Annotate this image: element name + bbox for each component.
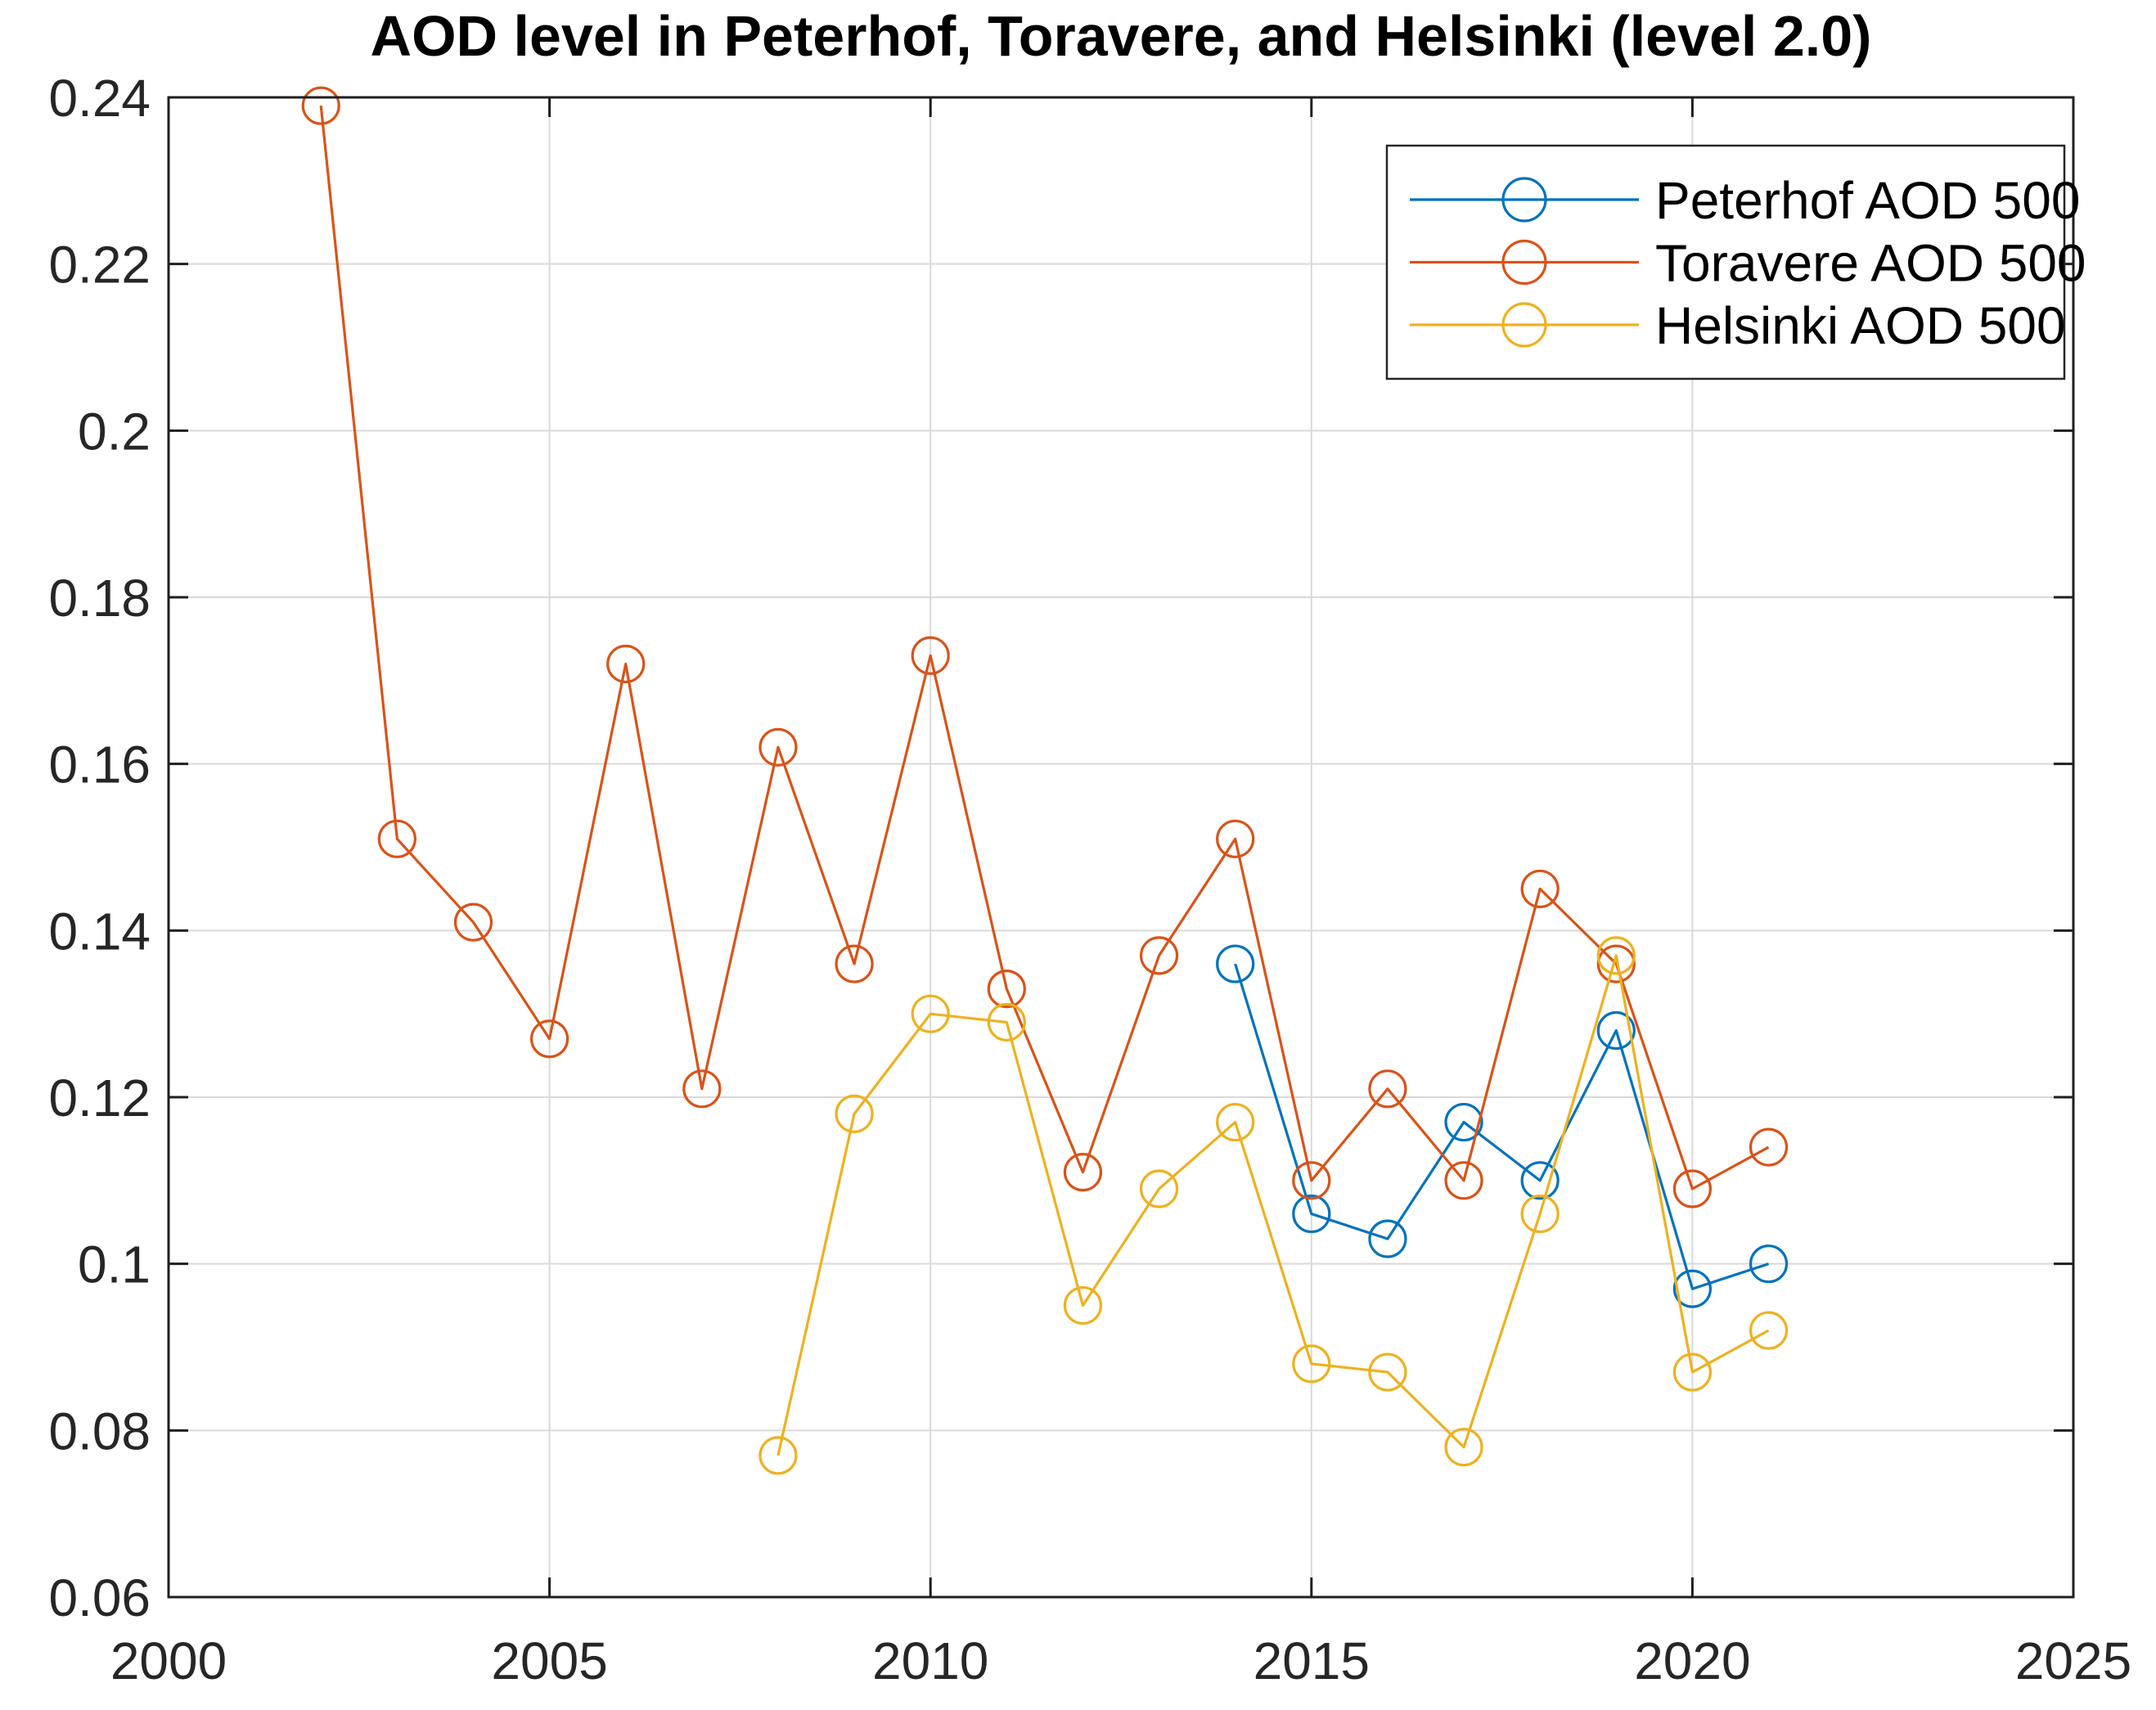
series-line-peterhof-aod-500	[1234, 963, 1770, 1290]
marker-helsinki-aod-500-2011	[987, 1002, 1026, 1042]
marker-toravere-aod-500-2016	[1368, 1069, 1407, 1109]
marker-toravere-aod-500-2014	[1216, 819, 1255, 858]
marker-peterhof-aod-500-2017	[1444, 1102, 1483, 1142]
legend-marker-helsinki-aod-500	[1501, 302, 1547, 348]
marker-toravere-aod-500-2008	[758, 727, 798, 767]
marker-toravere-aod-500-2017	[1444, 1161, 1483, 1200]
marker-toravere-aod-500-2015	[1292, 1161, 1331, 1200]
x-tick-label-2025: 2025	[2015, 1631, 2131, 1690]
marker-toravere-aod-500-2019	[1596, 944, 1636, 983]
marker-peterhof-aod-500-2015	[1292, 1194, 1331, 1234]
chart-title: AOD level in Peterhof, Toravere, and Hel…	[370, 4, 1872, 68]
marker-toravere-aod-500-2004	[453, 902, 493, 942]
marker-peterhof-aod-500-2021	[1749, 1244, 1789, 1284]
marker-helsinki-aod-500-2016	[1368, 1352, 1407, 1392]
marker-peterhof-aod-500-2014	[1216, 944, 1255, 983]
marker-helsinki-aod-500-2014	[1216, 1102, 1255, 1142]
marker-toravere-aod-500-2006	[606, 644, 646, 684]
marker-helsinki-aod-500-2020	[1672, 1352, 1712, 1392]
y-tick-label-0.24: 0.24	[48, 69, 151, 128]
y-tick-label-0.12: 0.12	[48, 1069, 151, 1127]
y-tick-label-0.14: 0.14	[48, 902, 151, 961]
x-tick-label-2005: 2005	[491, 1631, 607, 1690]
marker-helsinki-aod-500-2021	[1749, 1311, 1789, 1350]
marker-helsinki-aod-500-2018	[1520, 1194, 1560, 1234]
axes-box	[167, 96, 2075, 1599]
y-tick-label-0.2: 0.2	[78, 402, 151, 461]
marker-toravere-aod-500-2021	[1749, 1127, 1789, 1167]
marker-toravere-aod-500-2005	[529, 1019, 569, 1059]
legend-marker-peterhof-aod-500	[1501, 177, 1547, 223]
marker-toravere-aod-500-2013	[1139, 936, 1179, 975]
y-tick-label-0.18: 0.18	[48, 569, 151, 628]
legend-marker-toravere-aod-500	[1501, 239, 1547, 286]
marker-toravere-aod-500-2020	[1672, 1169, 1712, 1208]
x-tick-label-2020: 2020	[1634, 1631, 1750, 1690]
marker-toravere-aod-500-2010	[911, 636, 950, 675]
marker-peterhof-aod-500-2020	[1672, 1269, 1712, 1308]
legend-label-helsinki-aod-500: Helsinki AOD 500	[1655, 296, 2066, 355]
x-tick-label-2015: 2015	[1254, 1631, 1370, 1690]
y-tick-label-0.1: 0.1	[78, 1235, 151, 1294]
marker-toravere-aod-500-2003	[377, 819, 416, 858]
marker-helsinki-aod-500-2015	[1292, 1344, 1331, 1384]
marker-toravere-aod-500-2018	[1520, 869, 1560, 909]
x-tick-label-2000: 2000	[110, 1631, 227, 1690]
y-tick-label-0.06: 0.06	[48, 1568, 151, 1627]
marker-peterhof-aod-500-2019	[1596, 1010, 1636, 1051]
marker-helsinki-aod-500-2019	[1596, 936, 1636, 975]
marker-peterhof-aod-500-2018	[1520, 1161, 1560, 1200]
marker-helsinki-aod-500-2017	[1444, 1428, 1483, 1467]
marker-toravere-aod-500-2007	[682, 1069, 722, 1109]
marker-toravere-aod-500-2002	[301, 86, 340, 125]
series-line-toravere-aod-500	[319, 106, 1770, 1190]
marker-peterhof-aod-500-2016	[1368, 1219, 1407, 1258]
marker-helsinki-aod-500-2012	[1063, 1285, 1103, 1325]
marker-helsinki-aod-500-2008	[758, 1436, 798, 1475]
y-tick-label-0.22: 0.22	[48, 236, 151, 295]
marker-toravere-aod-500-2011	[987, 970, 1026, 1009]
marker-toravere-aod-500-2012	[1063, 1153, 1103, 1192]
legend-label-peterhof-aod-500: Peterhof AOD 500	[1655, 171, 2080, 230]
series-line-helsinki-aod-500	[776, 954, 1770, 1456]
marker-helsinki-aod-500-2009	[835, 1094, 874, 1133]
y-tick-label-0.08: 0.08	[48, 1402, 151, 1460]
y-tick-label-0.16: 0.16	[48, 736, 151, 794]
marker-helsinki-aod-500-2010	[911, 994, 950, 1033]
x-tick-label-2010: 2010	[872, 1631, 988, 1690]
marker-helsinki-aod-500-2013	[1139, 1169, 1179, 1208]
legend-label-toravere-aod-500: Toravere AOD 500	[1655, 234, 2086, 293]
marker-toravere-aod-500-2009	[835, 944, 874, 983]
